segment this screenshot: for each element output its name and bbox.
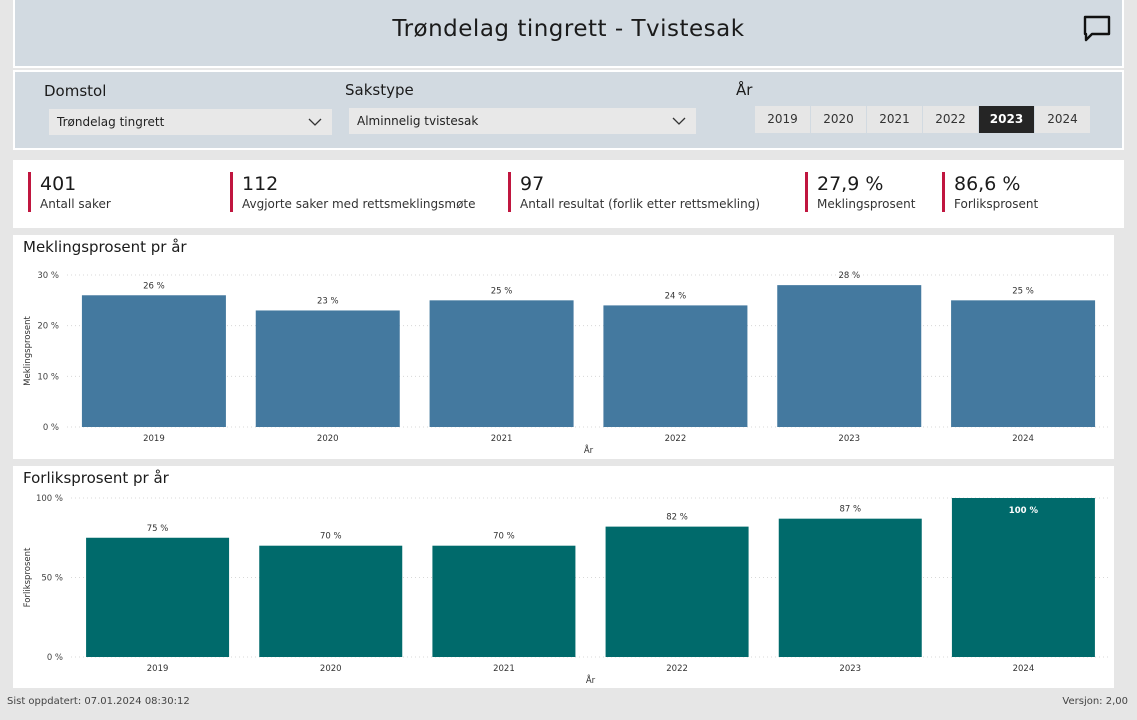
data-label: 28 % bbox=[838, 271, 860, 281]
year-button-2023[interactable]: 2023 bbox=[979, 106, 1034, 133]
year-slicer: 2019 2020 2021 2022 2023 2024 bbox=[755, 106, 1090, 133]
court-filter-label: Domstol bbox=[44, 82, 107, 100]
x-tick-label: 2021 bbox=[491, 434, 513, 444]
bar bbox=[951, 498, 1095, 657]
data-label: 75 % bbox=[147, 524, 169, 534]
kpi-accent-bar bbox=[942, 172, 945, 212]
bar bbox=[605, 526, 749, 657]
bar bbox=[429, 300, 574, 427]
data-label: 25 % bbox=[491, 286, 513, 296]
bar bbox=[432, 545, 576, 657]
kpi-value: 27,9 % bbox=[817, 173, 884, 195]
x-tick-label: 2020 bbox=[317, 434, 339, 444]
x-tick-label: 2023 bbox=[838, 434, 860, 444]
y-axis-label: Forliksprosent bbox=[23, 547, 33, 607]
x-tick-label: 2021 bbox=[493, 664, 515, 674]
x-tick-label: 2024 bbox=[1012, 434, 1034, 444]
kpi-card-settlement-percent: 86,6 % Forliksprosent bbox=[942, 172, 1038, 212]
x-tick-label: 2020 bbox=[320, 664, 342, 674]
settlement-chart-card: 0 % 50 % 100 % Forliksprosent 75 % 2019 70 % 20… bbox=[13, 466, 1114, 688]
y-axis-label: Meklingsprosent bbox=[23, 315, 33, 385]
kpi-label: Avgjorte saker med rettsmeklingsmøte bbox=[242, 197, 476, 211]
kpi-accent-bar bbox=[28, 172, 31, 212]
chevron-down-icon bbox=[308, 118, 322, 126]
filter-panel: Domstol Trøndelag tingrett Sakstype Almi… bbox=[13, 70, 1124, 150]
chevron-down-icon bbox=[672, 117, 686, 125]
version-text: Versjon: 2,00 bbox=[1062, 696, 1128, 707]
kpi-label: Forliksprosent bbox=[954, 197, 1039, 211]
report-header: Trøndelag tingrett - Tvistesak bbox=[13, 0, 1124, 68]
data-label: 70 % bbox=[320, 532, 342, 542]
bar bbox=[603, 305, 748, 427]
x-axis-label: År bbox=[586, 674, 596, 686]
y-tick-label: 100 % bbox=[36, 494, 63, 504]
data-label: 25 % bbox=[1012, 286, 1034, 296]
kpi-card-mediation-meetings: 112 Avgjorte saker med rettsmeklingsmøte bbox=[230, 172, 476, 212]
y-tick-label: 0 % bbox=[43, 423, 59, 433]
x-tick-label: 2024 bbox=[1013, 664, 1035, 674]
year-button-2019[interactable]: 2019 bbox=[755, 106, 810, 133]
x-tick-label: 2019 bbox=[147, 664, 169, 674]
data-label: 26 % bbox=[143, 281, 165, 291]
year-button-2022[interactable]: 2022 bbox=[923, 106, 978, 133]
mediation-chart-title: Meklingsprosent pr år bbox=[23, 238, 187, 256]
year-button-2020[interactable]: 2020 bbox=[811, 106, 866, 133]
kpi-card-settlements: 97 Antall resultat (forlik etter rettsme… bbox=[508, 172, 760, 212]
casetype-filter-label: Sakstype bbox=[345, 81, 414, 99]
x-tick-label: 2019 bbox=[143, 434, 165, 444]
casetype-dropdown-value: Alminnelig tvistesak bbox=[357, 114, 479, 128]
y-tick-label: 20 % bbox=[37, 322, 59, 332]
kpi-value: 97 bbox=[520, 173, 545, 195]
year-filter-label: År bbox=[736, 81, 753, 99]
court-dropdown[interactable]: Trøndelag tingrett bbox=[49, 109, 332, 135]
mediation-chart-card: 0 % 10 % 20 % 30 % Meklingsprosent 26 % 2019 23… bbox=[13, 235, 1114, 459]
bar bbox=[81, 295, 226, 427]
y-tick-label: 50 % bbox=[41, 574, 63, 584]
bar bbox=[951, 300, 1096, 427]
casetype-dropdown[interactable]: Alminnelig tvistesak bbox=[349, 108, 696, 134]
kpi-label: Antall saker bbox=[40, 197, 111, 211]
y-tick-label: 0 % bbox=[47, 653, 63, 663]
kpi-accent-bar bbox=[230, 172, 233, 212]
data-label: 23 % bbox=[317, 296, 339, 306]
kpi-label: Meklingsprosent bbox=[817, 197, 916, 211]
data-label: 100 % bbox=[1009, 506, 1039, 516]
settlement-chart-title: Forliksprosent pr år bbox=[23, 469, 169, 487]
bar bbox=[86, 537, 230, 657]
x-tick-label: 2022 bbox=[666, 664, 688, 674]
data-label: 87 % bbox=[839, 505, 861, 515]
kpi-value: 86,6 % bbox=[954, 173, 1021, 195]
page-title: Trøndelag tingrett - Tvistesak bbox=[392, 16, 745, 42]
data-label: 70 % bbox=[493, 532, 515, 542]
bar bbox=[259, 545, 403, 657]
kpi-row: 401 Antall saker 112 Avgjorte saker med … bbox=[13, 160, 1124, 228]
bar bbox=[255, 310, 400, 427]
court-dropdown-value: Trøndelag tingrett bbox=[57, 115, 165, 129]
bar bbox=[777, 285, 922, 427]
x-tick-label: 2023 bbox=[839, 664, 861, 674]
bar bbox=[778, 518, 922, 657]
kpi-value: 401 bbox=[40, 173, 77, 195]
data-label: 82 % bbox=[666, 513, 688, 523]
kpi-accent-bar bbox=[508, 172, 511, 212]
kpi-label: Antall resultat (forlik etter rettsmekli… bbox=[520, 197, 761, 211]
last-updated-text: Sist oppdatert: 07.01.2024 08:30:12 bbox=[7, 696, 190, 707]
kpi-accent-bar bbox=[805, 172, 808, 212]
settlement-bar-chart: 0 % 50 % 100 % Forliksprosent 75 % 2019 70 % 20… bbox=[23, 494, 1110, 686]
kpi-card-mediation-percent: 27,9 % Meklingsprosent bbox=[805, 172, 915, 212]
x-axis-label: År bbox=[584, 444, 594, 456]
y-tick-label: 10 % bbox=[37, 372, 59, 382]
x-tick-label: 2022 bbox=[665, 434, 687, 444]
y-tick-label: 30 % bbox=[37, 271, 59, 281]
data-label: 24 % bbox=[665, 291, 687, 301]
kpi-card-cases: 401 Antall saker bbox=[28, 172, 111, 212]
year-button-2024[interactable]: 2024 bbox=[1035, 106, 1090, 133]
kpi-value: 112 bbox=[242, 173, 279, 195]
year-button-2021[interactable]: 2021 bbox=[867, 106, 922, 133]
mediation-bar-chart: 0 % 10 % 20 % 30 % Meklingsprosent 26 % 2019 23… bbox=[23, 271, 1110, 456]
comment-icon[interactable] bbox=[1082, 14, 1112, 44]
